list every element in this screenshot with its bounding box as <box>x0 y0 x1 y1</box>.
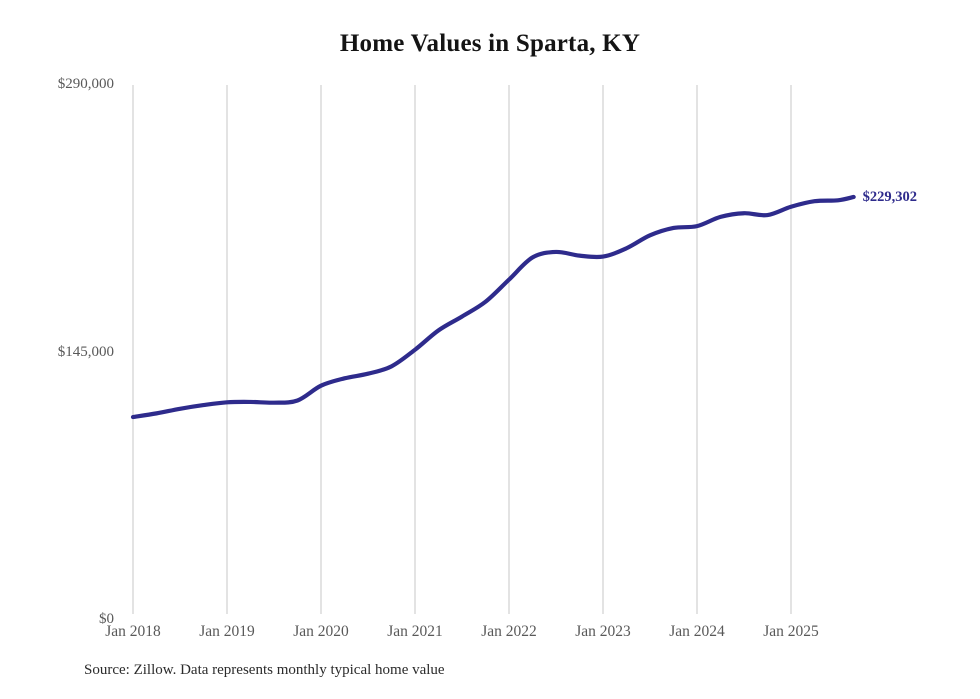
x-tick-label-jan-2022: Jan 2022 <box>481 623 537 640</box>
source-note: Source: Zillow. Data represents monthly … <box>84 662 445 678</box>
x-tick-label-jan-2019: Jan 2019 <box>199 623 255 640</box>
x-tick-label-jan-2025: Jan 2025 <box>763 623 819 640</box>
y-tick-label-1: $145,000 <box>57 343 114 360</box>
end-value-annotation: $229,302 <box>862 188 918 205</box>
x-tick-label-jan-2023: Jan 2023 <box>575 623 631 640</box>
page-title: Home Values in Sparta, KY <box>339 30 641 57</box>
x-tick-label-jan-2018: Jan 2018 <box>105 623 161 640</box>
x-tick-label-jan-2020: Jan 2020 <box>293 623 349 640</box>
x-tick-label-jan-2024: Jan 2024 <box>669 623 725 640</box>
y-tick-label-0: $0 <box>99 611 114 627</box>
series-line-0 <box>130 194 856 420</box>
gridlines <box>132 85 792 614</box>
data-series-group <box>130 194 856 420</box>
x-tick-label-jan-2021: Jan 2021 <box>387 623 443 640</box>
y-tick-label-2: $290,000 <box>57 76 114 92</box>
